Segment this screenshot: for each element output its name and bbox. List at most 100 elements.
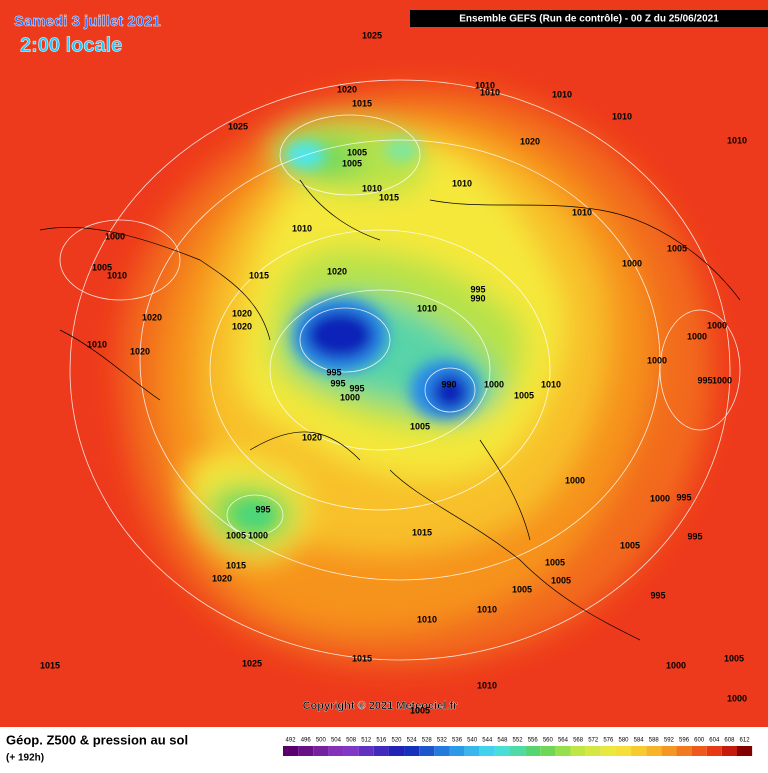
colorbar-label: 580 — [618, 738, 629, 744]
low-pressure-core — [235, 138, 480, 529]
color-swatch — [419, 746, 435, 756]
isobar-label: 1010 — [572, 207, 592, 217]
isobar-label: 1000 — [727, 693, 747, 703]
color-swatch — [494, 746, 510, 756]
date-label: Samedi 3 juillet 2021 — [14, 13, 161, 30]
color-swatch — [737, 746, 753, 756]
isobar-label: 995 — [255, 504, 270, 514]
colorbar-label: 504 — [331, 738, 342, 744]
color-swatch — [540, 746, 556, 756]
isobar-label: 995 — [326, 367, 341, 377]
colorbar-label: 584 — [634, 738, 645, 744]
color-swatch — [464, 746, 480, 756]
colorbar-label: 520 — [391, 738, 402, 744]
colorbar-label: 608 — [724, 738, 735, 744]
isobar-label: 995 — [470, 284, 485, 294]
footer-lead: (+ 192h) — [6, 753, 44, 764]
colorbar-label: 604 — [709, 738, 720, 744]
colorbar-label: 612 — [740, 738, 751, 744]
isobar-label: 1015 — [352, 653, 372, 663]
isobar-label: 995 — [676, 492, 691, 502]
colorbar-label: 512 — [361, 738, 372, 744]
isobar-label: 1005 — [551, 575, 571, 585]
isobar-label: 1005 — [667, 243, 687, 253]
colorbar-label: 508 — [346, 738, 357, 744]
isobar-label: 1000 — [647, 355, 667, 365]
color-swatch — [283, 746, 299, 756]
isobar-label: 1020 — [232, 308, 252, 318]
isobar-label: 995 — [349, 383, 364, 393]
isobar-label: 1010 — [475, 80, 495, 90]
isobar-label: 1000 — [687, 331, 707, 341]
isobar-label: 1010 — [417, 614, 437, 624]
colorbar-label: 596 — [679, 738, 690, 744]
isobar-label: 1015 — [352, 98, 372, 108]
color-swatch — [358, 746, 374, 756]
isobar-label: 1005 — [724, 653, 744, 663]
isobar-label: 1015 — [249, 270, 269, 280]
colorbar-label: 564 — [558, 738, 569, 744]
color-swatch — [646, 746, 662, 756]
coastlines — [39, 179, 741, 641]
isobar-label: 1000 — [484, 379, 504, 389]
isobar-label: 1010 — [541, 379, 561, 389]
colorbar-label: 548 — [497, 738, 508, 744]
run-banner — [410, 10, 768, 27]
colorbar-label: 532 — [437, 738, 448, 744]
isobar-label: 995 — [687, 531, 702, 541]
colorbar-label: 600 — [694, 738, 705, 744]
color-swatch — [388, 746, 405, 756]
isobar-label: 1010 — [552, 89, 572, 99]
color-swatch — [479, 746, 495, 756]
isobar-label: 1010 — [480, 87, 500, 97]
colorbar-label: 552 — [513, 738, 524, 744]
isobar-label: 1020 — [302, 432, 322, 442]
color-swatch — [555, 746, 571, 756]
isobar-label: 1025 — [362, 30, 382, 40]
isobar-label: 1005 — [342, 158, 362, 168]
isobar-label: 1015 — [379, 192, 399, 202]
isobar-label: 1000 — [565, 475, 585, 485]
colorbar-label: 572 — [588, 738, 599, 744]
isobar-label: 990 — [441, 379, 456, 389]
isobar-label: 1005 — [514, 390, 534, 400]
isobar-label: 1020 — [212, 573, 232, 583]
colorbar-label: 536 — [452, 738, 463, 744]
isobar-label: 1010 — [452, 178, 472, 188]
isobar-label: 1000 — [666, 660, 686, 670]
isobar-label: 1000 — [340, 392, 360, 402]
color-swatch — [449, 746, 465, 756]
colorbar-label: 568 — [573, 738, 584, 744]
isobar-label: 1005 — [347, 147, 367, 157]
isobar-label: 1005 — [226, 530, 246, 540]
isobar-label: 1000 — [712, 375, 732, 385]
color-swatch — [615, 746, 632, 756]
isobar-label: 1010 — [362, 183, 382, 193]
isobar-label: 990 — [470, 293, 485, 303]
isobar-label: 1015 — [40, 660, 60, 670]
isobar-label: 1020 — [327, 266, 347, 276]
color-swatch — [328, 746, 344, 756]
color-swatch — [691, 746, 707, 756]
colorbar-label: 544 — [482, 738, 493, 744]
isobar-label: 1005 — [92, 262, 112, 272]
isobar-label: 1010 — [612, 111, 632, 121]
colorbar-label: 500 — [316, 738, 327, 744]
colorbar-label: 540 — [467, 738, 478, 744]
isobar-label: 1010 — [292, 223, 312, 233]
isobar-label: 1010 — [417, 303, 437, 313]
isobar-label: 1020 — [142, 312, 162, 322]
color-swatch — [404, 746, 420, 756]
colorbar-label: 516 — [376, 738, 387, 744]
isobar-label: 1005 — [410, 705, 430, 715]
colorbar-label: 492 — [286, 738, 297, 744]
isobar-label: 1020 — [520, 136, 540, 146]
isobar-label: 1010 — [107, 270, 127, 280]
color-swatch — [631, 746, 647, 756]
color-swatch — [434, 746, 450, 756]
color-swatch — [525, 746, 541, 756]
isobar-label: 1000 — [650, 493, 670, 503]
isobar-label: 1015 — [226, 560, 246, 570]
color-swatch — [313, 746, 329, 756]
